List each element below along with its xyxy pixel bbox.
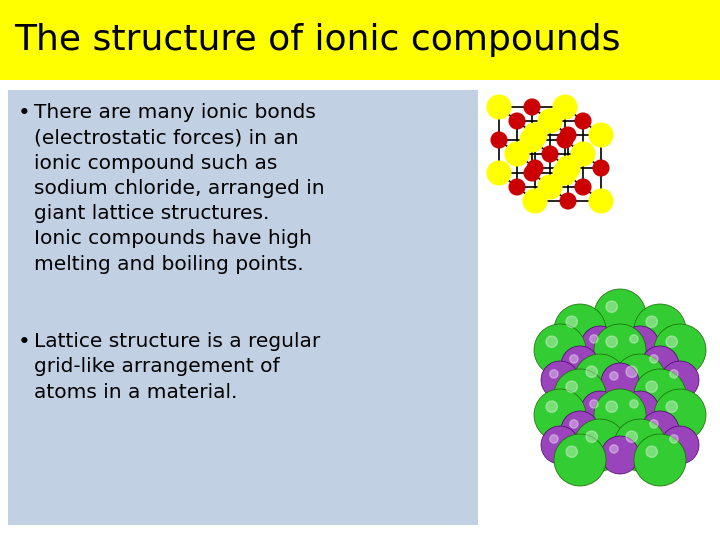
Circle shape — [601, 436, 639, 474]
Circle shape — [523, 189, 547, 213]
Circle shape — [554, 304, 606, 356]
Circle shape — [594, 324, 646, 376]
Circle shape — [509, 113, 525, 129]
Circle shape — [594, 389, 646, 441]
Circle shape — [670, 435, 678, 443]
Circle shape — [570, 355, 578, 363]
Circle shape — [586, 431, 598, 442]
Circle shape — [574, 419, 626, 471]
Circle shape — [570, 420, 578, 428]
Circle shape — [553, 161, 577, 185]
Text: The structure of ionic compounds: The structure of ionic compounds — [14, 23, 621, 57]
Circle shape — [601, 363, 639, 401]
Circle shape — [542, 146, 558, 162]
Circle shape — [649, 355, 658, 363]
Circle shape — [614, 419, 666, 471]
Circle shape — [614, 354, 666, 406]
Circle shape — [566, 381, 577, 393]
Circle shape — [554, 369, 606, 421]
Circle shape — [546, 401, 557, 413]
Circle shape — [641, 346, 679, 384]
Text: Lattice structure is a regular
grid-like arrangement of
atoms in a material.: Lattice structure is a regular grid-like… — [34, 332, 320, 402]
Circle shape — [538, 109, 562, 133]
FancyBboxPatch shape — [8, 90, 478, 525]
Circle shape — [606, 336, 618, 347]
Circle shape — [626, 431, 637, 442]
Circle shape — [505, 142, 529, 166]
Circle shape — [556, 156, 580, 180]
Text: •: • — [18, 103, 31, 123]
Circle shape — [646, 446, 657, 457]
Circle shape — [593, 160, 609, 176]
Circle shape — [590, 335, 598, 343]
Circle shape — [589, 189, 613, 213]
Text: •: • — [18, 332, 31, 352]
Circle shape — [509, 179, 525, 195]
Circle shape — [626, 366, 637, 377]
Circle shape — [610, 372, 618, 380]
Circle shape — [560, 127, 576, 143]
Circle shape — [524, 99, 540, 115]
Circle shape — [590, 400, 598, 408]
Circle shape — [575, 179, 591, 195]
Circle shape — [621, 326, 659, 364]
Circle shape — [630, 400, 638, 408]
Circle shape — [621, 391, 659, 429]
Circle shape — [670, 370, 678, 378]
Circle shape — [606, 401, 618, 413]
Circle shape — [538, 175, 562, 199]
Circle shape — [534, 389, 586, 441]
Circle shape — [523, 123, 547, 147]
Circle shape — [646, 381, 657, 393]
FancyBboxPatch shape — [0, 0, 720, 80]
Circle shape — [594, 289, 646, 341]
Circle shape — [554, 434, 606, 486]
Circle shape — [574, 354, 626, 406]
Circle shape — [524, 165, 540, 181]
Circle shape — [566, 316, 577, 327]
Circle shape — [534, 324, 586, 376]
Circle shape — [661, 361, 699, 399]
Circle shape — [589, 123, 613, 147]
Text: There are many ionic bonds
(electrostatic forces) in an
ionic compound such as
s: There are many ionic bonds (electrostati… — [34, 103, 325, 274]
Circle shape — [560, 193, 576, 209]
Circle shape — [561, 411, 599, 449]
Circle shape — [654, 324, 706, 376]
Circle shape — [575, 113, 591, 129]
Circle shape — [654, 389, 706, 441]
Circle shape — [634, 304, 686, 356]
Circle shape — [520, 128, 544, 152]
Circle shape — [550, 370, 558, 378]
Circle shape — [487, 161, 511, 185]
Circle shape — [641, 411, 679, 449]
Circle shape — [566, 446, 577, 457]
Circle shape — [561, 346, 599, 384]
Circle shape — [661, 426, 699, 464]
Circle shape — [557, 132, 573, 148]
Circle shape — [610, 445, 618, 453]
Circle shape — [634, 369, 686, 421]
Circle shape — [606, 301, 618, 313]
Circle shape — [546, 336, 557, 347]
Circle shape — [553, 95, 577, 119]
Circle shape — [581, 391, 619, 429]
Circle shape — [634, 434, 686, 486]
Circle shape — [666, 336, 678, 347]
Circle shape — [630, 335, 638, 343]
Circle shape — [646, 316, 657, 327]
Circle shape — [487, 95, 511, 119]
Circle shape — [527, 160, 543, 176]
Circle shape — [491, 132, 507, 148]
Circle shape — [581, 326, 619, 364]
Circle shape — [541, 426, 579, 464]
Circle shape — [586, 366, 598, 377]
Circle shape — [666, 401, 678, 413]
Circle shape — [550, 435, 558, 443]
Circle shape — [571, 142, 595, 166]
Circle shape — [649, 420, 658, 428]
Circle shape — [541, 361, 579, 399]
